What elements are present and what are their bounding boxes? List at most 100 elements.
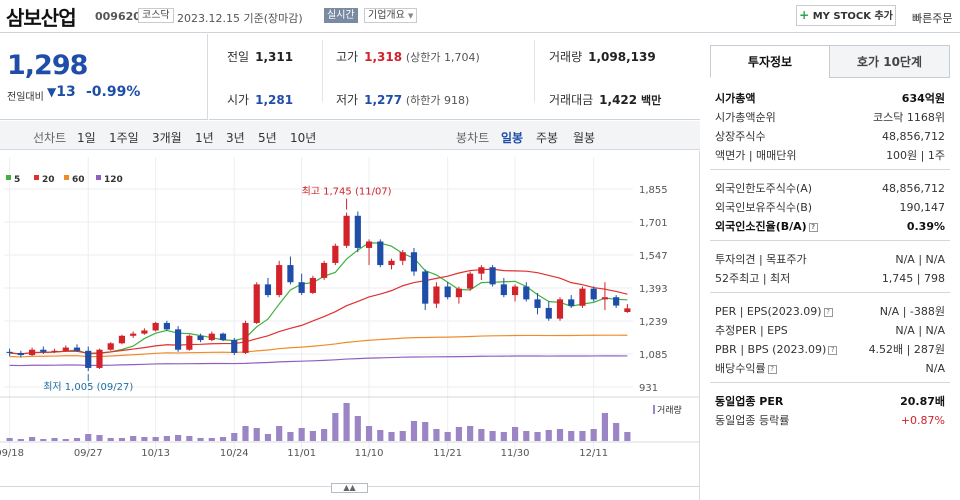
candle-body: [500, 284, 507, 296]
volume-bar: [433, 429, 440, 441]
candle-body: [28, 349, 36, 356]
period-1w[interactable]: 1주일: [109, 131, 139, 145]
volume-bar: [534, 432, 541, 441]
stock-name: 삼보산업: [6, 6, 77, 30]
candle-body: [321, 262, 328, 278]
volume-bar: [152, 437, 159, 441]
candle-body: [433, 286, 440, 304]
section-divider: [710, 292, 950, 293]
candle-body: [40, 349, 47, 352]
candle-body: [118, 335, 126, 344]
tab-order-book[interactable]: 호가 10단계: [829, 45, 950, 78]
stock-code: 009620: [95, 10, 141, 23]
candle-body: [467, 273, 474, 289]
candle-body: [624, 308, 631, 312]
volume-bar: [6, 438, 13, 441]
info-value: N/A | -388원: [879, 305, 945, 318]
chart-resize-strip: ▲▲: [0, 483, 700, 500]
x-tick-label: 11/01: [287, 448, 316, 459]
candle-body: [534, 299, 541, 308]
high-label: 고가: [336, 50, 359, 64]
candle-body: [17, 352, 24, 356]
candle-body: [96, 349, 103, 368]
y-tick-label: 931: [639, 383, 658, 394]
candle-daily[interactable]: 일봉: [501, 131, 524, 145]
info-label: 추정PER | EPS: [715, 324, 788, 337]
candle-weekly[interactable]: 주봉: [536, 131, 559, 145]
help-icon[interactable]: ?: [808, 222, 818, 232]
prev-close-label: 전일: [227, 50, 250, 64]
volume-bar: [85, 434, 92, 441]
period-1y[interactable]: 1년: [195, 131, 214, 145]
info-row: 외국인한도주식수(A) 48,856,712: [715, 179, 945, 198]
volume-bar: [197, 438, 204, 441]
candle-body: [6, 351, 13, 353]
volume-bar: [309, 431, 316, 441]
investment-info-panel: 투자정보 호가 10단계 시가총액 634억원 시가총액순위 코스닥 1168위 상장주…: [701, 34, 960, 500]
info-value: 48,856,712: [882, 130, 945, 143]
info-label: 시가총액: [715, 92, 756, 105]
info-label: 상장주식수: [715, 130, 766, 143]
market-badge: 코스닥: [138, 8, 174, 23]
price-chart[interactable]: 1,855 1,701 1,547 1,393 1,239 1,085 931 09/18 09…: [0, 151, 700, 486]
volume-bar: [17, 439, 24, 441]
period-5y[interactable]: 5년: [258, 131, 277, 145]
quick-order-link[interactable]: 빠른주문: [912, 12, 953, 25]
candlestick-chart-svg: 1,855 1,701 1,547 1,393 1,239 1,085 931 09/18 09…: [0, 157, 700, 459]
info-row: 외국인소진율(B/A)? 0.39%: [715, 217, 945, 236]
change-label: 전일대비: [7, 92, 44, 103]
resize-handle[interactable]: ▲▲: [331, 483, 368, 493]
candle-body: [613, 297, 620, 306]
candle-body: [163, 322, 170, 330]
section-divider: [710, 240, 950, 241]
help-icon[interactable]: ?: [828, 345, 838, 355]
candle-body: [186, 335, 193, 350]
tab-investment-info[interactable]: 투자정보: [710, 45, 830, 78]
candle-body: [242, 322, 249, 353]
candle-body: [343, 215, 350, 246]
moving-average-5: [9, 242, 628, 355]
lower-limit: (하한가 918): [405, 94, 470, 107]
volume-value: 1,098,139: [588, 50, 656, 64]
y-tick-label: 1,239: [639, 317, 668, 328]
realtime-button[interactable]: 실시간: [324, 8, 358, 23]
info-row: PER | EPS(2023.09)? N/A | -388원: [715, 302, 945, 321]
volume-bar: [399, 431, 406, 441]
info-row: 52주최고 | 최저 1,745 | 798: [715, 269, 945, 288]
high-value: 1,318: [364, 50, 403, 64]
x-tick-label: 11/21: [433, 448, 462, 459]
candle-monthly[interactable]: 월봉: [573, 131, 596, 145]
info-label: 동일업종 등락률: [715, 414, 790, 427]
period-3m[interactable]: 3개월: [152, 131, 182, 145]
volume-bar: [377, 430, 384, 441]
help-icon[interactable]: ?: [767, 364, 777, 374]
my-stock-add-button[interactable]: + MY STOCK 추가: [796, 5, 896, 26]
company-overview-dropdown[interactable]: 기업개요 ▼: [364, 8, 418, 23]
volume-bar: [579, 431, 586, 441]
x-tick-label: 11/10: [355, 448, 384, 459]
candle-body: [354, 215, 361, 248]
candle-body: [208, 333, 215, 341]
stock-header: 삼보산업 009620 코스닥 2023.12.15 기준(장마감) 실시간 기…: [0, 0, 960, 33]
period-1d[interactable]: 1일: [77, 131, 96, 145]
info-value: 4.52배 | 287원: [868, 343, 945, 356]
period-3y[interactable]: 3년: [226, 131, 245, 145]
candle-body: [107, 343, 114, 350]
candle-body: [276, 265, 283, 296]
down-triangle-icon: ▼: [47, 85, 57, 99]
company-overview-label: 기업개요: [368, 10, 405, 21]
volume-bar: [489, 431, 496, 441]
info-value: 코스닥 1168위: [873, 111, 945, 124]
info-value: 100원 | 1주: [886, 149, 945, 162]
candle-body: [141, 330, 148, 334]
upper-limit: (상한가 1,704): [405, 51, 480, 64]
help-icon[interactable]: ?: [823, 307, 833, 317]
volume-bar: [467, 426, 474, 441]
info-row: PBR | BPS (2023.09)? 4.52배 | 287원: [715, 340, 945, 359]
info-row: 액면가 | 매매단위 100원 | 1주: [715, 146, 945, 165]
volume-bar: [624, 432, 631, 441]
volume-bar: [444, 432, 451, 441]
period-10y[interactable]: 10년: [290, 131, 317, 145]
open-label: 시가: [227, 93, 250, 107]
candle-body: [175, 329, 182, 350]
